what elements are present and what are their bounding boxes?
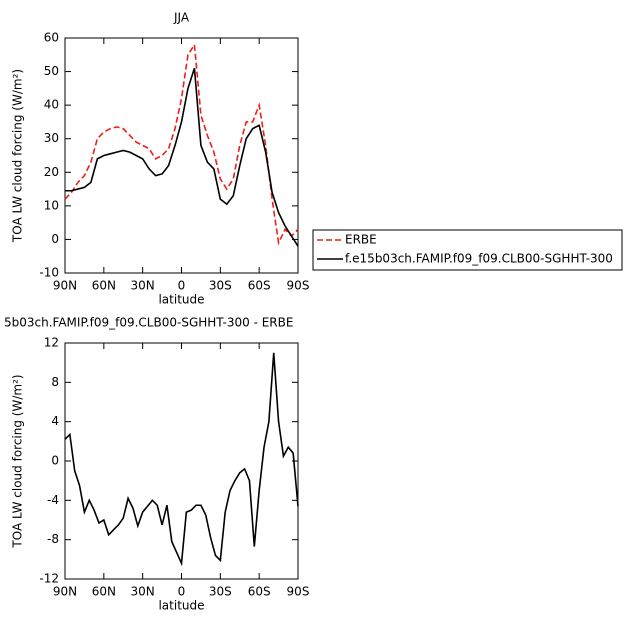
legend-box	[312, 229, 623, 271]
y-tick-label: 0	[51, 232, 59, 246]
x-tick-label: 0	[178, 279, 186, 293]
y-tick-label: 10	[44, 198, 59, 212]
y-axis-label: TOA LW cloud forcing (W/m²)	[11, 374, 25, 548]
y-tick-label: 0	[51, 454, 59, 468]
x-tick-label: 90N	[53, 585, 77, 599]
x-tick-label: 60N	[92, 279, 116, 293]
series-line	[64, 352, 299, 567]
x-tick-label: 30N	[131, 279, 155, 293]
x-axis-label: latitude	[158, 599, 204, 613]
y-tick-label: 4	[51, 414, 59, 428]
x-axis-label: latitude	[158, 293, 204, 307]
y-tick-label: 12	[44, 336, 59, 350]
y-tick-label: 8	[51, 375, 59, 389]
x-tick-label: 0	[178, 585, 186, 599]
y-tick-label: -4	[47, 493, 59, 507]
legend-label: f.e15b03ch.FAMIP.f09_f09.CLB00-SGHHT-300	[345, 252, 613, 266]
y-axis-label: TOA LW cloud forcing (W/m²)	[11, 69, 25, 243]
x-tick-label: 90N	[53, 279, 77, 293]
y-tick-label: -10	[39, 266, 59, 280]
y-tick-label: -8	[47, 532, 59, 546]
x-tick-label: 30S	[209, 279, 232, 293]
y-tick-label: 30	[44, 131, 59, 145]
plot-frame	[64, 37, 299, 274]
x-tick-label: 90S	[287, 279, 310, 293]
y-tick-label: -12	[39, 572, 59, 586]
y-tick-label: 20	[44, 165, 59, 179]
x-tick-label: 60S	[248, 585, 271, 599]
x-tick-label: 30S	[209, 585, 232, 599]
series-line	[64, 42, 299, 246]
x-tick-label: 60S	[248, 279, 271, 293]
x-tick-label: 60N	[92, 585, 116, 599]
y-tick-label: 50	[44, 64, 59, 78]
chart-title: 5b03ch.FAMIP.f09_f09.CLB00-SGHHT-300 - E…	[4, 316, 293, 330]
legend-label: ERBE	[345, 233, 377, 247]
series-line	[65, 67, 299, 247]
x-tick-label: 30N	[131, 585, 155, 599]
x-tick-label: 90S	[287, 585, 310, 599]
y-tick-label: 60	[44, 31, 59, 45]
chart-title: JJA	[173, 11, 190, 25]
y-tick-label: 40	[44, 98, 59, 112]
